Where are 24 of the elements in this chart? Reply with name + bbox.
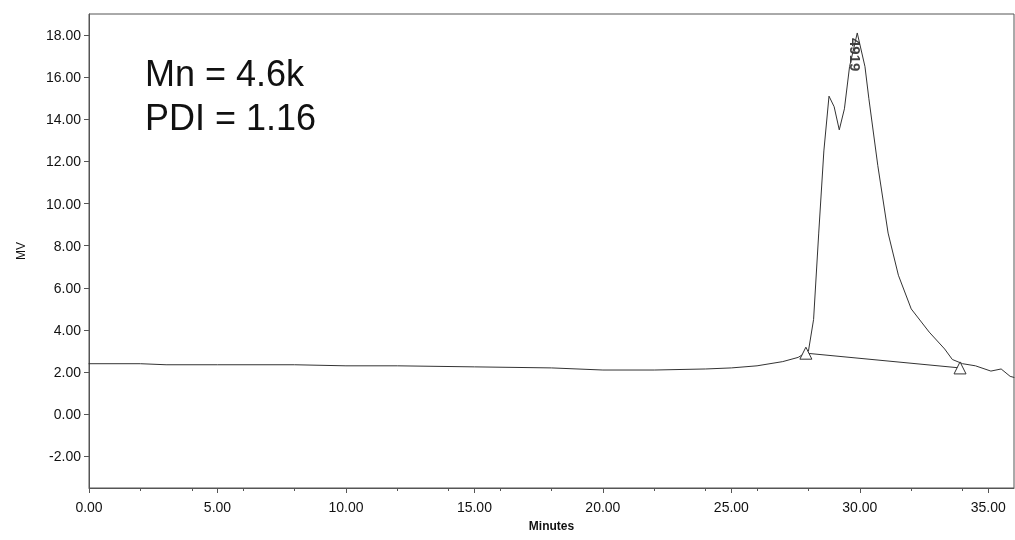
y-tick-label: 10.00 — [45, 195, 82, 212]
annotation: 4919 — [846, 37, 864, 72]
y-tick-label: 6.00 — [53, 279, 82, 296]
y-tick-label: 4.00 — [53, 322, 82, 338]
x-tick-label: 35.00 — [970, 499, 1007, 515]
x-tick-label: 5.00 — [203, 499, 232, 515]
x-tick-label: 20.00 — [585, 499, 621, 515]
x-tick-label: 15.00 — [456, 499, 493, 515]
x-tick-label: 30.00 — [842, 499, 878, 515]
annotation: PDI = 1.16 — [145, 96, 317, 138]
y-tick-label: 2.00 — [53, 364, 82, 381]
y-tick-label: 0.00 — [53, 406, 82, 423]
x-tick-label: 25.00 — [713, 499, 750, 515]
x-axis-title: Minutes — [528, 519, 575, 533]
y-tick-label: 8.00 — [53, 237, 82, 254]
annotation: Mn = 4.6k — [145, 52, 306, 94]
y-tick-label: 12.00 — [45, 153, 82, 170]
y-tick-label: 18.00 — [45, 27, 82, 44]
y-axis-title: MV — [14, 242, 28, 260]
y-tick-label: -2.00 — [49, 448, 82, 465]
x-tick-label: 10.00 — [328, 499, 364, 515]
x-tick-label: 0.00 — [75, 499, 103, 515]
y-tick-label: 16.00 — [45, 69, 82, 86]
y-tick-label: 14.00 — [45, 111, 82, 128]
